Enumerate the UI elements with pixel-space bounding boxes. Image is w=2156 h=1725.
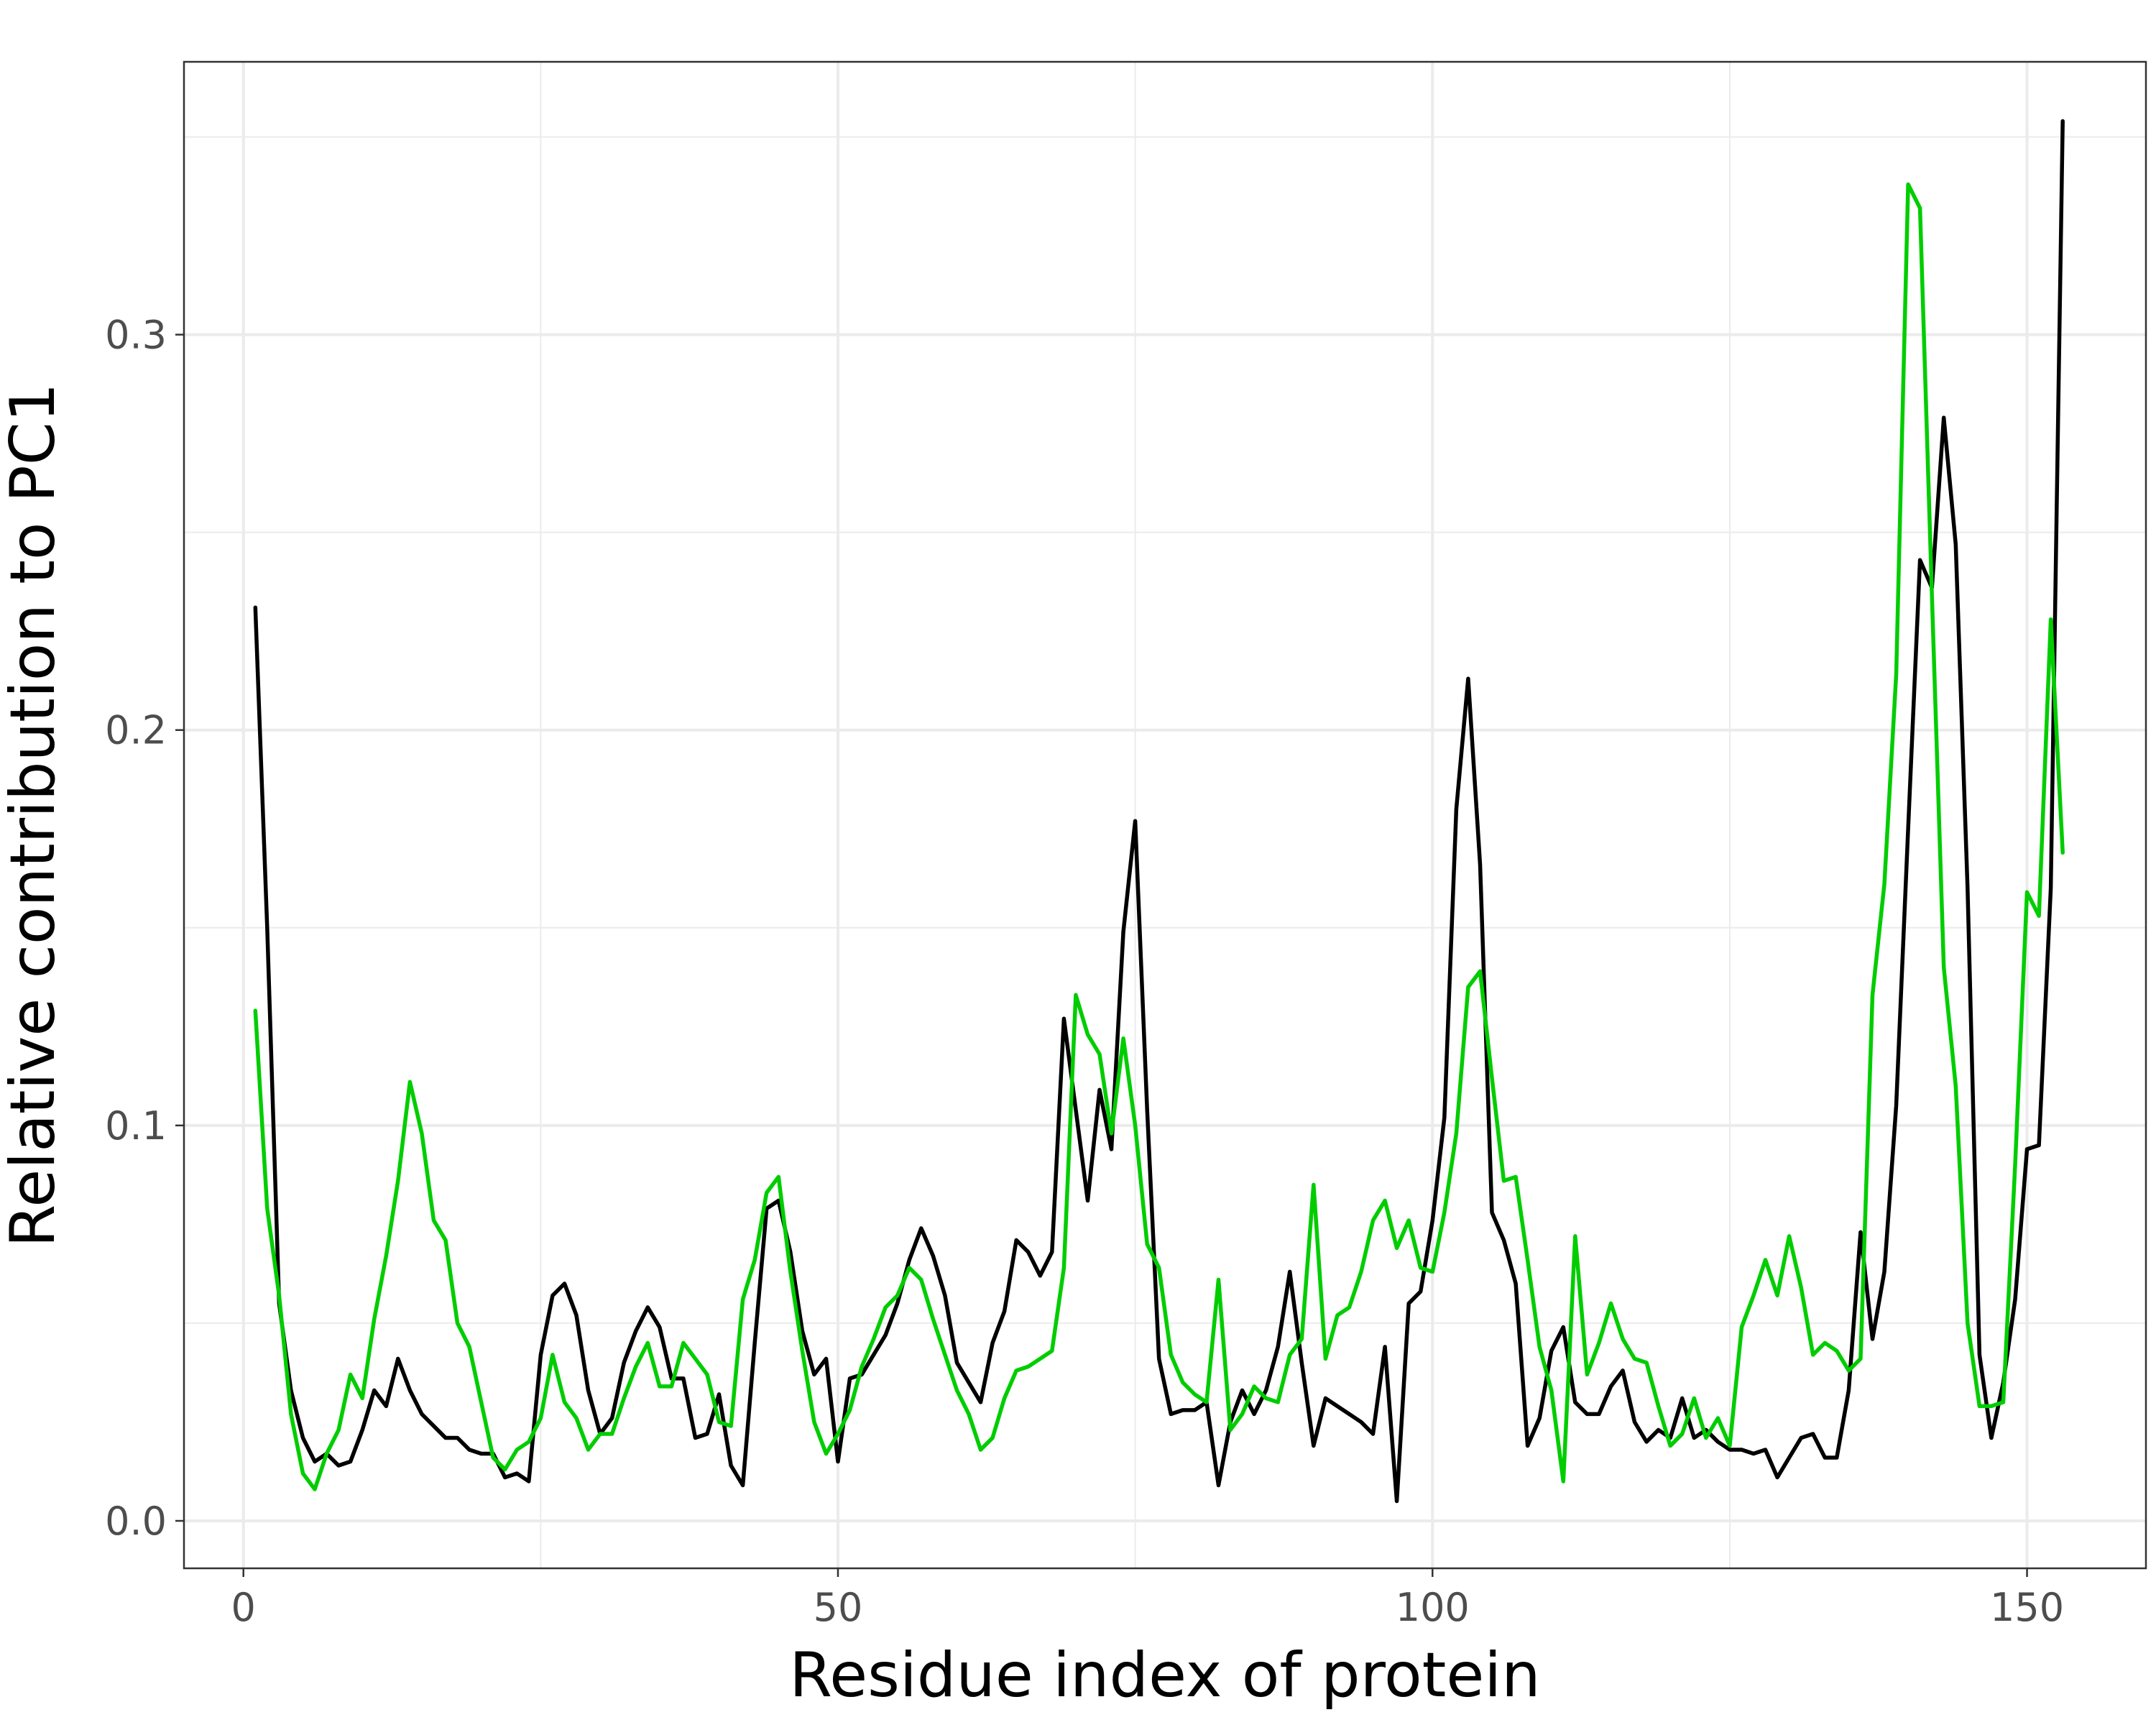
series-line-1 <box>253 119 2065 1504</box>
y-tick-label: 0.1 <box>105 1103 167 1149</box>
series-line-2 <box>253 182 2065 1491</box>
major-gridlines <box>184 62 2146 1568</box>
x-axis-title: Residue index of protein <box>789 1639 1540 1711</box>
y-tick-label: 0.2 <box>105 708 167 753</box>
y-axis-title: Relative contribution to PC1 <box>0 383 69 1248</box>
x-tick-label: 150 <box>1990 1585 2064 1630</box>
y-tick-label: 0.3 <box>105 313 167 358</box>
series-lines <box>253 119 2065 1504</box>
y-tick-label: 0.0 <box>105 1499 167 1544</box>
minor-gridlines <box>184 62 2146 1568</box>
panel-border <box>183 60 2147 1570</box>
x-axis: 0 50 100 150 <box>231 1568 2064 1630</box>
x-tick-label: 0 <box>231 1585 256 1630</box>
x-tick-label: 50 <box>814 1585 863 1630</box>
y-axis: 0.0 0.1 0.2 0.3 <box>105 313 184 1544</box>
x-tick-label: 100 <box>1396 1585 1470 1630</box>
